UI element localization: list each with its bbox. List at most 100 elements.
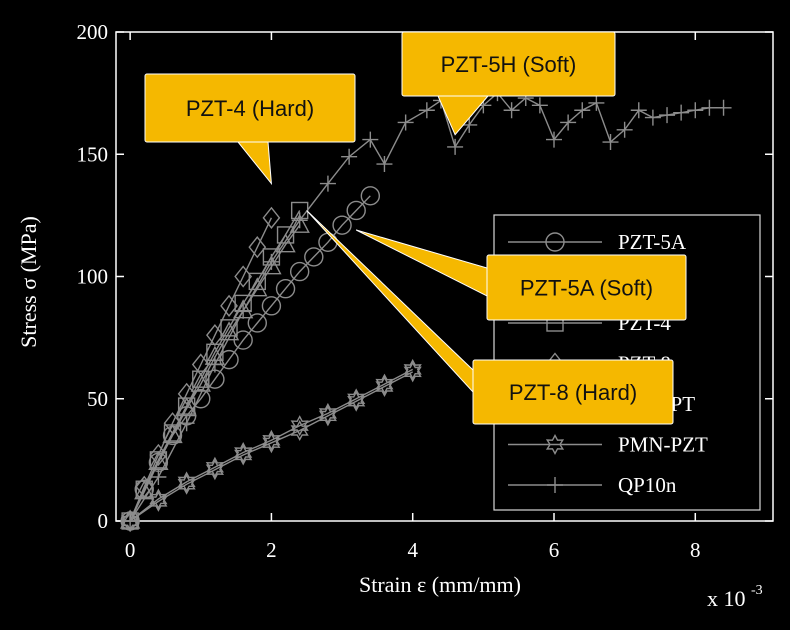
data-point <box>261 296 282 316</box>
data-point <box>220 294 238 317</box>
y-tick-label: 0 <box>98 509 109 533</box>
legend-label: QP10n <box>618 473 677 497</box>
data-point <box>135 475 154 498</box>
data-point <box>319 175 336 192</box>
data-point <box>190 372 211 392</box>
data-point <box>192 370 210 388</box>
callout: PZT-4 (Hard) <box>144 73 356 186</box>
callout: PZT-5H (Soft) <box>401 31 616 136</box>
data-point <box>235 302 252 319</box>
data-point <box>178 415 195 432</box>
y-tick-label: 100 <box>77 265 109 289</box>
data-point <box>276 226 295 244</box>
callout: PZT-8 (Hard) <box>306 210 674 425</box>
x-tick-label: 4 <box>407 538 418 562</box>
data-point <box>447 138 464 155</box>
callout: PZT-5A (Soft) <box>355 229 687 321</box>
data-point <box>673 104 690 121</box>
data-point <box>262 429 281 451</box>
callout-label: PZT-8 (Hard) <box>509 380 637 405</box>
data-point <box>341 148 358 165</box>
data-point <box>177 382 196 405</box>
x-tick-label: 6 <box>549 538 560 562</box>
y-tick-label: 200 <box>77 20 109 44</box>
data-point <box>602 134 619 151</box>
data-point <box>588 94 605 111</box>
data-point <box>360 186 381 206</box>
data-point <box>318 402 337 424</box>
data-point <box>318 405 337 427</box>
data-point <box>546 131 562 148</box>
data-point <box>289 213 310 233</box>
callout-box-fill <box>146 75 354 141</box>
data-point <box>560 114 577 131</box>
data-point <box>397 114 414 131</box>
data-point <box>715 99 732 116</box>
data-point <box>220 319 238 337</box>
data-point <box>263 253 280 270</box>
data-point <box>687 102 704 119</box>
callout-label: PZT-5H (Soft) <box>441 52 577 77</box>
data-point <box>503 102 520 119</box>
data-point <box>616 121 633 138</box>
data-point <box>163 412 182 435</box>
data-point <box>291 212 308 229</box>
data-point <box>248 236 267 259</box>
data-point <box>234 265 253 288</box>
series-line <box>129 371 414 522</box>
x-axis-scale-base: x 10 <box>707 586 746 611</box>
data-point <box>531 97 548 114</box>
data-point <box>332 215 352 235</box>
data-point <box>289 261 310 282</box>
data-point <box>191 353 210 376</box>
x-axis-label: Strain ε (mm/mm) <box>359 572 521 597</box>
data-point <box>346 200 366 221</box>
data-point <box>149 443 168 467</box>
series-qp10n <box>122 85 732 529</box>
data-point <box>248 272 266 291</box>
data-point <box>701 99 718 116</box>
legend-marker <box>545 232 565 252</box>
data-point <box>376 156 393 173</box>
data-point <box>262 206 281 229</box>
x-tick-label: 2 <box>266 538 277 562</box>
legend-entry: PZT-5A <box>508 230 687 254</box>
data-point <box>205 456 224 478</box>
data-point <box>403 358 422 380</box>
y-tick-label: 50 <box>87 387 108 411</box>
data-point <box>149 488 168 510</box>
callout-label: PZT-4 (Hard) <box>186 96 314 121</box>
data-point <box>375 373 394 395</box>
data-point <box>362 131 379 148</box>
data-point <box>630 102 647 119</box>
data-point <box>659 107 676 124</box>
data-point <box>150 468 167 485</box>
legend-marker <box>545 434 565 455</box>
data-point <box>206 356 223 373</box>
data-point <box>304 247 324 267</box>
data-point <box>205 459 224 481</box>
legend-label: PMN-PZT <box>618 433 708 457</box>
series-line <box>129 217 273 522</box>
data-point <box>418 102 435 119</box>
y-tick-label: 150 <box>77 142 109 166</box>
data-point <box>177 473 196 495</box>
data-point <box>290 415 309 437</box>
data-point <box>375 376 394 397</box>
data-point <box>247 313 267 333</box>
data-point <box>218 321 240 341</box>
series-pmn-pzt <box>121 361 422 532</box>
data-point <box>149 451 168 469</box>
legend-entry: PMN-PZT <box>508 433 708 457</box>
callout-box-fill <box>488 256 685 319</box>
legend-marker <box>547 477 563 493</box>
x-axis-scale-exponent: -3 <box>751 583 763 598</box>
x-axis-scale-label: x 10 -3 <box>707 583 763 611</box>
data-point <box>262 432 281 454</box>
x-tick-label: 0 <box>125 538 136 562</box>
series-line <box>129 368 414 522</box>
data-point <box>122 513 139 529</box>
annotations: PZT-5H (Soft) PZT-4 (Hard) PZT-5A (Soft) PZ… <box>144 31 687 425</box>
